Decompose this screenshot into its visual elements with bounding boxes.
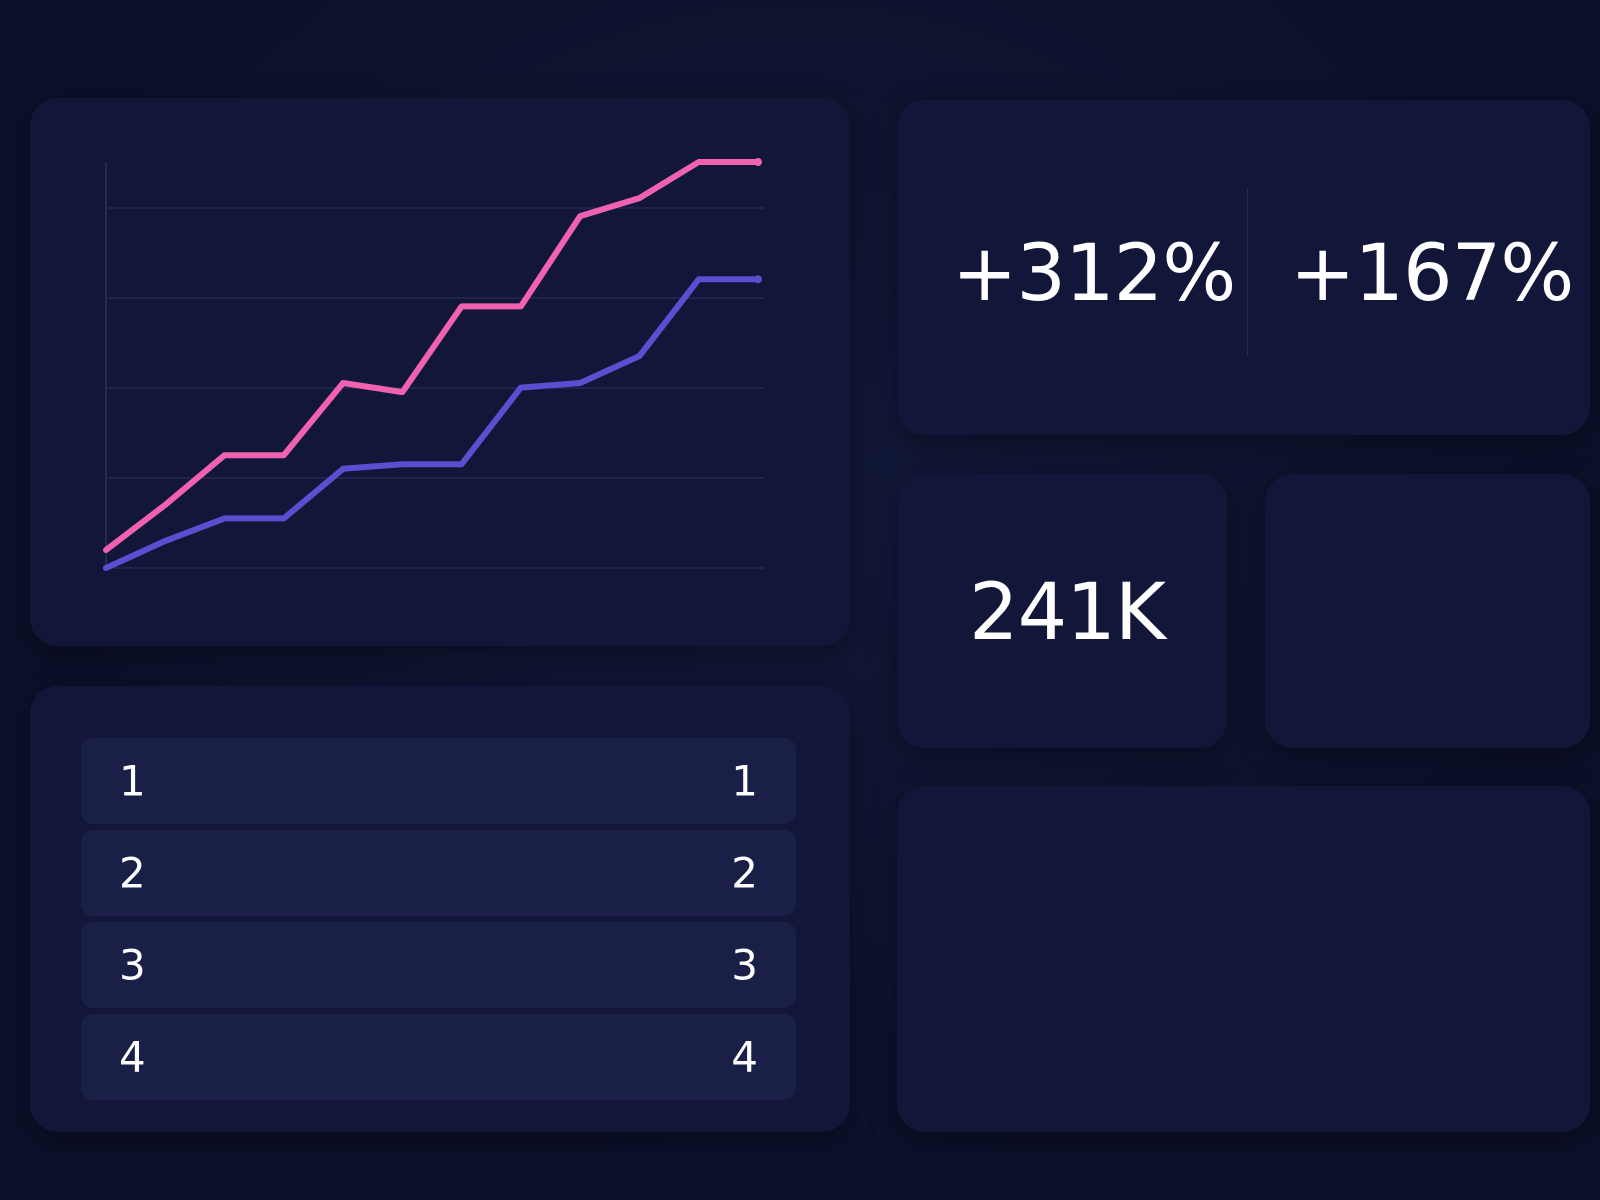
ranked-list: 1 1 2 2 3 3 4 4 — [81, 738, 796, 1106]
empty-card — [1265, 474, 1590, 748]
empty-card — [897, 786, 1590, 1132]
kpi-value: 241K — [969, 568, 1166, 658]
list-item-rank: 4 — [119, 1032, 146, 1082]
growth-stats-card: +312% +167% — [897, 100, 1590, 435]
list-item-value: 2 — [731, 848, 758, 898]
list-item[interactable]: 1 1 — [81, 738, 796, 824]
ranked-list-card: 1 1 2 2 3 3 4 4 — [30, 686, 850, 1132]
line-chart — [103, 158, 764, 571]
growth-stat-primary: +312% — [952, 229, 1236, 319]
list-item-rank: 2 — [119, 848, 146, 898]
list-item-rank: 1 — [119, 756, 146, 806]
kpi-card: 241K — [897, 474, 1227, 748]
list-item-value: 4 — [731, 1032, 758, 1082]
stat-divider — [1247, 188, 1248, 356]
series-line-indigo — [103, 276, 761, 571]
list-item[interactable]: 2 2 — [81, 830, 796, 916]
data-point — [754, 275, 762, 284]
list-item[interactable]: 3 3 — [81, 922, 796, 1008]
series-line-pink — [103, 159, 761, 553]
list-item-value: 1 — [731, 756, 758, 806]
list-item-value: 3 — [731, 940, 758, 990]
line-chart-card — [30, 98, 850, 646]
list-item-rank: 3 — [119, 940, 146, 990]
data-point — [754, 158, 762, 166]
growth-stat-secondary: +167% — [1290, 229, 1574, 319]
list-item[interactable]: 4 4 — [81, 1014, 796, 1100]
